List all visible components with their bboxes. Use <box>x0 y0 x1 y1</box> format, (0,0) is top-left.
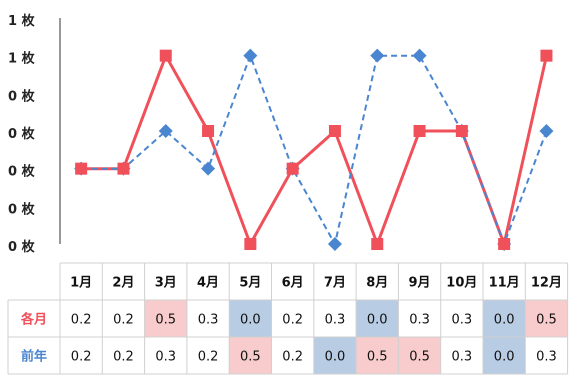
data-point <box>370 48 385 63</box>
table-cell-value: 0.0 <box>367 313 388 328</box>
data-point <box>539 124 554 138</box>
table-cell-value: 0.0 <box>240 313 261 328</box>
table-cell-value: 0.2 <box>71 350 92 365</box>
table-cell-bg <box>525 300 568 337</box>
x-tick-label: 4月 <box>197 276 219 291</box>
table-cell-value: 0.0 <box>325 350 346 365</box>
data-point <box>117 162 130 175</box>
table-cell-bg <box>398 337 441 374</box>
table-cell-value: 0.3 <box>325 313 346 328</box>
x-tick-label: 9月 <box>409 276 431 291</box>
table-cell-value: 0.2 <box>198 350 219 365</box>
data-point <box>371 238 384 250</box>
table-cell-bg <box>356 300 399 337</box>
table-cell-bg <box>483 300 526 337</box>
data-point <box>202 125 215 137</box>
table-cell-value: 0.3 <box>452 313 473 328</box>
table-cell-value: 0.5 <box>367 350 388 365</box>
table-cell-value: 0.3 <box>198 313 219 328</box>
table-cell-value: 0.3 <box>536 350 557 365</box>
data-point <box>455 125 468 137</box>
data-point <box>201 161 216 176</box>
data-point <box>159 49 172 62</box>
table-cell-value: 0.0 <box>494 350 515 365</box>
table-cell-value: 0.5 <box>240 350 261 365</box>
series-line-0 <box>81 54 548 246</box>
x-tick-label: 6月 <box>282 276 304 291</box>
table-cell-value: 0.3 <box>155 350 176 365</box>
table-row-label: 前年 <box>21 349 47 365</box>
x-tick-label: 1月 <box>70 276 92 291</box>
table-cell-bg <box>356 337 399 374</box>
table-cell-bg <box>483 337 526 374</box>
table-cell-value: 0.2 <box>71 313 92 328</box>
table-cell-value: 0.3 <box>409 313 430 328</box>
table-cell-bg <box>144 300 187 337</box>
data-point <box>244 238 257 250</box>
data-point <box>243 48 258 63</box>
table-cell-value: 0.2 <box>113 313 134 328</box>
table-cell-value: 0.3 <box>452 350 473 365</box>
data-point <box>328 125 341 137</box>
table-cell-bg <box>229 337 272 374</box>
x-tick-label: 5月 <box>239 276 261 291</box>
data-point <box>412 48 427 63</box>
series-lines <box>81 54 548 246</box>
data-point <box>327 237 342 251</box>
x-tick-label: 3月 <box>155 276 177 291</box>
table-cell-value: 0.0 <box>494 313 515 328</box>
y-tick-label: 0 枚 <box>8 239 36 255</box>
x-tick-label: 12月 <box>531 276 562 291</box>
table-cell-bg <box>229 300 272 337</box>
y-tick-label: 0 枚 <box>8 126 36 142</box>
table-cell-bg <box>313 337 357 374</box>
data-point <box>540 49 553 62</box>
data-point <box>158 124 173 138</box>
table-cell-value: 0.5 <box>409 350 430 365</box>
x-tick-label: 7月 <box>324 276 346 291</box>
table-cell-value: 0.2 <box>113 350 134 365</box>
y-tick-label: 0 枚 <box>8 88 36 104</box>
x-tick-label: 10月 <box>446 276 477 291</box>
table-cell-value: 0.2 <box>282 350 303 365</box>
series-line-1 <box>81 54 548 245</box>
table-cell-value: 0.5 <box>536 313 557 328</box>
table-cell-value: 0.2 <box>282 313 303 328</box>
data-point <box>413 125 426 137</box>
table-row-label: 各月 <box>20 312 47 328</box>
x-tick-label: 2月 <box>112 276 134 291</box>
y-tick-label: 1 枚 <box>8 51 36 67</box>
x-tick-label: 8月 <box>366 276 388 291</box>
y-tick-label: 1 枚 <box>8 13 36 29</box>
table-cell-value: 0.5 <box>155 313 176 328</box>
y-tick-label: 0 枚 <box>8 164 36 180</box>
data-point <box>75 162 88 175</box>
x-tick-label: 11月 <box>489 276 520 291</box>
series-markers <box>74 48 554 251</box>
y-tick-label: 0 枚 <box>8 201 36 217</box>
y-tick-labels: 1 枚 1 枚 0 枚 0 枚 0 枚 0 枚 0 枚 <box>8 13 36 255</box>
data-point <box>498 238 511 250</box>
data-point <box>286 162 299 175</box>
